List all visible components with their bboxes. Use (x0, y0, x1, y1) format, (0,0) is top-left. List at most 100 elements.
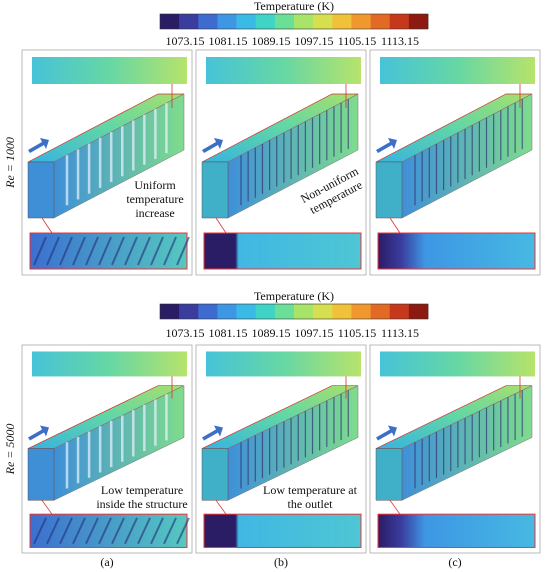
colorbar-segment (332, 14, 352, 29)
panel-label: (c) (448, 555, 461, 569)
colorbar-segment (408, 304, 429, 319)
cross-section-pattern (85, 517, 99, 545)
colorbar-segment (198, 304, 218, 319)
colorbar-segment (255, 304, 276, 319)
inlet-arrow (376, 138, 397, 153)
colorbar-segment (160, 14, 180, 29)
colorbar-segment (389, 14, 410, 29)
section-line (215, 217, 227, 234)
box-side (401, 93, 533, 219)
section-line (389, 217, 401, 234)
panel-label: (a) (100, 555, 113, 569)
annotation: inside the structure (96, 497, 187, 511)
cross-section-pattern (150, 236, 164, 266)
colorbar-segment (198, 14, 218, 29)
annotation: Low temperature at (263, 483, 358, 497)
colorbar-segment (370, 14, 391, 29)
colorbar-tick-label: 1097.15 (295, 34, 334, 48)
colorbar-segment (313, 14, 333, 29)
cross-section-pattern (72, 236, 86, 266)
colorbar-frame (159, 303, 429, 320)
cross-section-pattern (150, 517, 164, 545)
cross-section (29, 232, 188, 270)
cross-section (203, 232, 362, 270)
annotation: temperature (126, 192, 183, 206)
colorbar-segment (408, 14, 429, 29)
panel-frame (195, 49, 367, 276)
box-front (375, 448, 403, 501)
colorbar-segment (255, 14, 276, 29)
section-line (389, 500, 401, 515)
section-line (41, 217, 53, 234)
colorbar-segment (274, 304, 295, 319)
inlet-arrow (376, 425, 397, 441)
cross-section-pattern (111, 517, 125, 545)
outlet-strip (206, 57, 361, 84)
cross-section-pattern (163, 236, 177, 266)
section-line (215, 500, 227, 515)
box-front (375, 161, 403, 219)
annotation: increase (135, 206, 174, 220)
annotation: Low temperature (101, 483, 183, 497)
cross-section-pattern (33, 517, 47, 545)
row-label: Re = 5000 (3, 424, 17, 476)
colorbar-segment (160, 304, 180, 319)
colorbar-tick-label: 1081.15 (209, 34, 248, 48)
colorbar-tick-label: 1073.15 (166, 34, 205, 48)
cross-section-pattern (176, 517, 190, 545)
cross-section-pattern (176, 236, 190, 266)
colorbar-segment (351, 14, 371, 29)
inlet-arrow (202, 138, 223, 153)
panel-label: (b) (274, 555, 288, 569)
outlet-strip (380, 57, 535, 84)
colorbar-segment (294, 14, 314, 29)
cross-section-pattern (98, 236, 112, 266)
annotation: Uniform (134, 178, 176, 192)
colorbar-tick-label: 1089.15 (252, 326, 291, 340)
panel-frame (195, 344, 367, 554)
cross-section-pattern (46, 517, 60, 545)
colorbar-tick-label: 1089.15 (252, 34, 291, 48)
cross-section-pattern (72, 517, 86, 545)
cross-section-pattern (137, 517, 151, 545)
panel-frame (369, 344, 541, 554)
colorbar-segment (236, 14, 257, 29)
outlet-strip (32, 351, 187, 377)
colorbar-segment (217, 14, 237, 29)
cross-section-pattern (137, 236, 151, 266)
cross-section-pattern (111, 236, 125, 266)
cross-section (203, 513, 362, 548)
panel-frame (369, 49, 541, 276)
cross-section-pattern (85, 236, 99, 266)
outlet-strip (380, 351, 535, 377)
cross-section-pattern (59, 236, 73, 266)
colorbar-tick-label: 1105.15 (338, 326, 377, 340)
cross-section (29, 513, 188, 548)
colorbar-tick-label: 1097.15 (295, 326, 334, 340)
panel-frame (21, 344, 193, 554)
cross-section-pattern (46, 236, 60, 266)
box-front (201, 448, 229, 501)
outlet-strip (32, 57, 187, 84)
cross-section-pattern (124, 517, 138, 545)
colorbar-segment (179, 304, 199, 319)
colorbar-title: Temperature (K) (254, 0, 334, 13)
colorbar-segment (351, 304, 371, 319)
colorbar-title: Temperature (K) (254, 289, 334, 303)
inlet-arrow (28, 425, 49, 441)
colorbar-segment (370, 304, 391, 319)
box-front (201, 161, 229, 219)
colorbar-segment (217, 304, 237, 319)
box-front (27, 161, 55, 219)
cross-section-pattern (33, 236, 47, 266)
annotation: the outlet (288, 497, 334, 511)
colorbar-segment (236, 304, 257, 319)
cross-section-pattern (98, 517, 112, 545)
cross-section-pattern (163, 517, 177, 545)
colorbar-tick-label: 1105.15 (338, 34, 377, 48)
section-line (41, 500, 53, 515)
colorbar-tick-label: 1113.15 (381, 326, 419, 340)
colorbar-frame (159, 13, 429, 30)
colorbar-segment (313, 304, 333, 319)
